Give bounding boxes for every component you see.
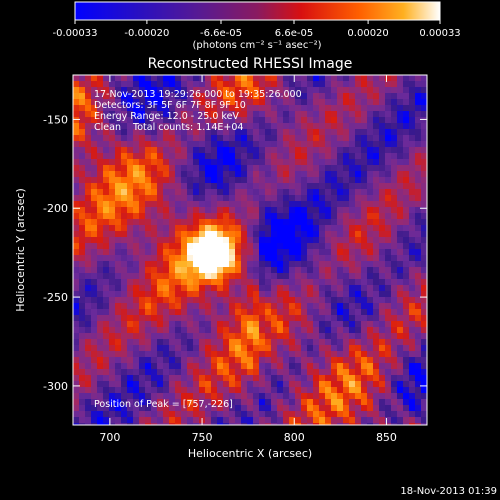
colorbar-tick-label: -6.6e-05	[200, 28, 242, 39]
y-axis-ticks: -150 -200 -250 -300	[43, 113, 427, 393]
heatmap-area	[73, 75, 427, 425]
annotation-time: 17-Nov-2013 19:29:26.000 to 19:35:26.000	[94, 89, 302, 100]
y-axis-label: Heliocentric Y (arcsec)	[14, 188, 27, 312]
heatmap-cells	[73, 75, 427, 425]
colorbar: -0.00033 -0.00020 -6.6e-05 6.6e-05 0.00020 0.…	[53, 1, 461, 51]
annotations: 17-Nov-2013 19:29:26.000 to 19:35:26.000…	[94, 89, 302, 410]
chart-title: Reconstructed RHESSI Image	[148, 56, 353, 72]
x-tick-label: 850	[376, 431, 397, 444]
colorbar-tick-label: 0.00033	[419, 28, 460, 39]
colorbar-ticks: -0.00033 -0.00020 -6.6e-05 6.6e-05 0.00020 0.…	[53, 20, 461, 39]
x-axis-label: Heliocentric X (arcsec)	[188, 447, 312, 460]
plot-frame	[72, 74, 428, 426]
footer-timestamp: 18-Nov-2013 01:39	[400, 486, 497, 497]
annotation-energy: Energy Range: 12.0 - 25.0 keV	[94, 111, 239, 122]
colorbar-tick-label: 6.6e-05	[275, 28, 313, 39]
annotation-detectors: Detectors: 3F 5F 6F 7F 8F 9F 10	[94, 100, 246, 111]
y-tick-label: -300	[43, 380, 68, 393]
x-tick-label: 750	[192, 431, 213, 444]
colorbar-tick-label: 0.00020	[347, 28, 388, 39]
x-axis-ticks: 700 750 800 850	[99, 75, 397, 444]
colorbar-unit-label: (photons cm⁻² s⁻¹ asec⁻²)	[192, 40, 321, 51]
y-tick-label: -200	[43, 202, 68, 215]
colorbar-tick-label: -0.00020	[124, 28, 169, 39]
annotation-clean: Clean Total counts: 1.14E+04	[94, 122, 243, 133]
y-tick-label: -150	[43, 113, 68, 126]
annotation-peak: Position of Peak = [757,-226]	[94, 399, 233, 410]
colorbar-gradient	[74, 1, 441, 21]
x-tick-label: 700	[99, 431, 120, 444]
colorbar-tick-label: -0.00033	[53, 28, 98, 39]
y-tick-label: -250	[43, 291, 68, 304]
x-tick-label: 800	[284, 431, 305, 444]
